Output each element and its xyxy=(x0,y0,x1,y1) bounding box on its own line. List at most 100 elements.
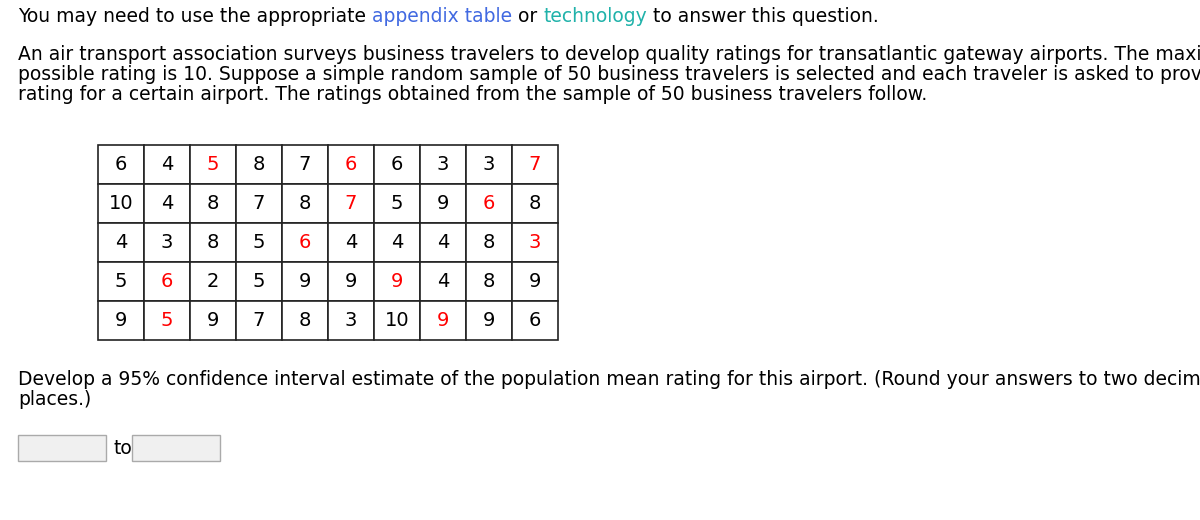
Bar xyxy=(236,223,282,262)
Bar xyxy=(144,262,190,301)
Bar xyxy=(328,145,374,184)
Text: 9: 9 xyxy=(482,311,496,330)
Bar xyxy=(420,223,466,262)
Bar xyxy=(144,223,190,262)
Bar xyxy=(512,184,558,223)
Text: 4: 4 xyxy=(344,233,358,252)
Text: 8: 8 xyxy=(482,272,496,291)
Bar xyxy=(98,145,144,184)
Text: 3: 3 xyxy=(161,233,173,252)
Text: 4: 4 xyxy=(115,233,127,252)
Bar xyxy=(512,301,558,340)
Bar xyxy=(374,301,420,340)
Bar xyxy=(282,184,328,223)
Text: 6: 6 xyxy=(161,272,173,291)
Text: 7: 7 xyxy=(299,155,311,174)
Text: 4: 4 xyxy=(437,233,449,252)
Text: 9: 9 xyxy=(529,272,541,291)
Bar xyxy=(282,301,328,340)
Bar xyxy=(420,145,466,184)
Text: 3: 3 xyxy=(482,155,496,174)
Bar xyxy=(190,262,236,301)
Text: technology: technology xyxy=(544,7,647,26)
Bar xyxy=(420,301,466,340)
Text: 6: 6 xyxy=(299,233,311,252)
Text: 5: 5 xyxy=(253,233,265,252)
Text: 10: 10 xyxy=(385,311,409,330)
Text: 8: 8 xyxy=(206,233,220,252)
Text: or: or xyxy=(512,7,544,26)
Text: 4: 4 xyxy=(161,155,173,174)
Text: 4: 4 xyxy=(391,233,403,252)
Bar xyxy=(512,223,558,262)
Bar xyxy=(374,145,420,184)
Text: 8: 8 xyxy=(299,311,311,330)
Text: 7: 7 xyxy=(253,194,265,213)
Text: 6: 6 xyxy=(115,155,127,174)
Bar xyxy=(144,184,190,223)
Bar xyxy=(190,145,236,184)
Bar xyxy=(466,262,512,301)
Bar xyxy=(466,223,512,262)
Bar xyxy=(328,184,374,223)
Bar xyxy=(18,435,106,461)
Text: 3: 3 xyxy=(529,233,541,252)
Bar xyxy=(98,301,144,340)
Text: 9: 9 xyxy=(299,272,311,291)
Bar xyxy=(132,435,220,461)
Text: 9: 9 xyxy=(115,311,127,330)
Text: 5: 5 xyxy=(115,272,127,291)
Text: 2: 2 xyxy=(206,272,220,291)
Bar xyxy=(236,262,282,301)
Bar xyxy=(466,301,512,340)
Text: 9: 9 xyxy=(391,272,403,291)
Text: 7: 7 xyxy=(253,311,265,330)
Text: places.): places.) xyxy=(18,390,91,409)
Text: 8: 8 xyxy=(482,233,496,252)
Text: 3: 3 xyxy=(437,155,449,174)
Text: 9: 9 xyxy=(437,194,449,213)
Bar xyxy=(98,262,144,301)
Bar xyxy=(282,262,328,301)
Bar xyxy=(190,223,236,262)
Bar xyxy=(98,184,144,223)
Text: 8: 8 xyxy=(253,155,265,174)
Text: 5: 5 xyxy=(391,194,403,213)
Bar xyxy=(144,301,190,340)
Bar xyxy=(374,184,420,223)
Text: 9: 9 xyxy=(206,311,220,330)
Text: An air transport association surveys business travelers to develop quality ratin: An air transport association surveys bus… xyxy=(18,45,1200,64)
Text: 10: 10 xyxy=(109,194,133,213)
Bar xyxy=(328,223,374,262)
Text: to: to xyxy=(113,438,132,458)
Bar xyxy=(420,184,466,223)
Text: 8: 8 xyxy=(206,194,220,213)
Bar xyxy=(328,262,374,301)
Text: 7: 7 xyxy=(344,194,358,213)
Bar xyxy=(98,223,144,262)
Text: 8: 8 xyxy=(529,194,541,213)
Text: 5: 5 xyxy=(253,272,265,291)
Bar xyxy=(144,145,190,184)
Text: 7: 7 xyxy=(529,155,541,174)
Text: Develop a 95% confidence interval estimate of the population mean rating for thi: Develop a 95% confidence interval estima… xyxy=(18,370,1200,389)
Text: 6: 6 xyxy=(344,155,358,174)
Bar xyxy=(282,145,328,184)
Bar xyxy=(420,262,466,301)
Bar xyxy=(466,184,512,223)
Bar xyxy=(190,301,236,340)
Text: 6: 6 xyxy=(529,311,541,330)
Bar xyxy=(512,145,558,184)
Text: to answer this question.: to answer this question. xyxy=(647,7,878,26)
Bar xyxy=(374,262,420,301)
Text: 3: 3 xyxy=(344,311,358,330)
Text: appendix table: appendix table xyxy=(372,7,512,26)
Bar xyxy=(374,223,420,262)
Bar xyxy=(512,262,558,301)
Text: 4: 4 xyxy=(161,194,173,213)
Bar xyxy=(190,184,236,223)
Text: 6: 6 xyxy=(482,194,496,213)
Bar xyxy=(236,145,282,184)
Bar xyxy=(236,184,282,223)
Text: 5: 5 xyxy=(161,311,173,330)
